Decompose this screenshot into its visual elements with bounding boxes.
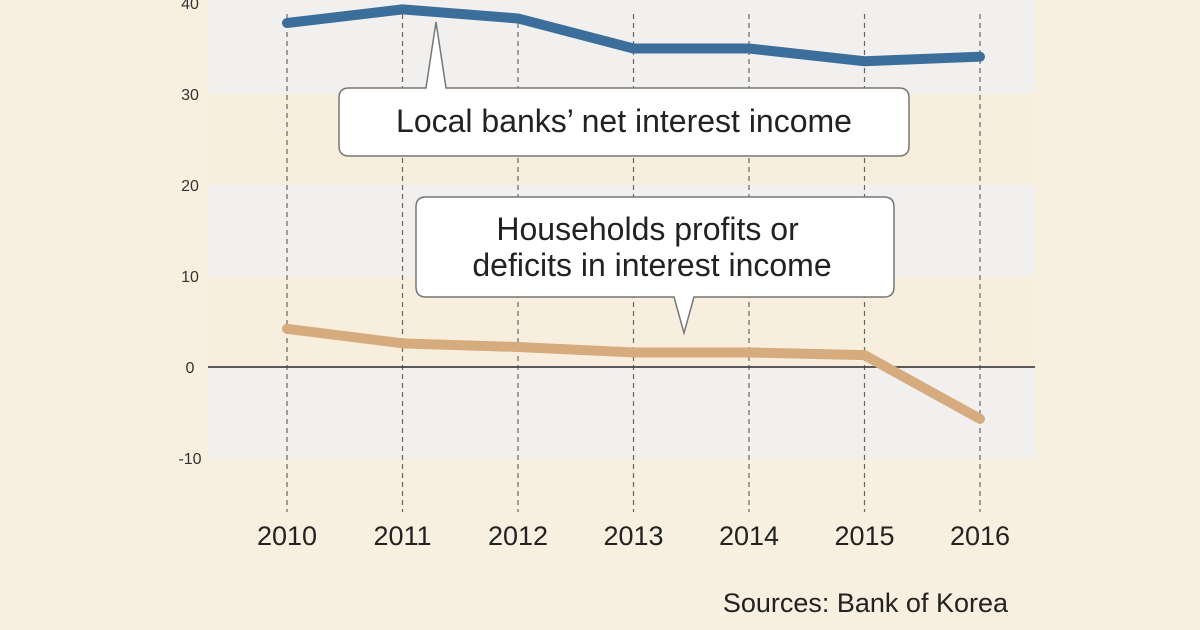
callout-households-line-1: Households profits or xyxy=(496,211,799,247)
y-tick-label: 30 xyxy=(181,87,199,104)
callout-households: Households profits or deficits in intere… xyxy=(415,196,895,336)
callout-banks-bubble xyxy=(338,21,910,157)
x-tick-label: 2014 xyxy=(719,521,779,551)
y-tick-label: -10 xyxy=(178,451,201,468)
x-tick-label: 2015 xyxy=(834,521,894,551)
callout-households-label: Households profits or deficits in intere… xyxy=(472,211,831,283)
x-tick-label: 2012 xyxy=(488,521,548,551)
x-tick-label: 2016 xyxy=(950,521,1010,551)
band-top-extension xyxy=(208,0,1035,3)
x-axis: 2010 2011 2012 2013 2014 2015 2016 xyxy=(257,521,1010,551)
y-axis: 40 30 20 10 0 -10 xyxy=(178,0,201,468)
x-tick-label: 2011 xyxy=(373,521,431,551)
y-tick-label: 0 xyxy=(186,360,195,377)
x-tick-label: 2010 xyxy=(257,521,317,551)
callout-households-bubble xyxy=(415,196,895,336)
series-lines xyxy=(282,4,985,424)
series-line-0 xyxy=(282,4,985,67)
source-note: Sources: Bank of Korea xyxy=(723,588,1009,618)
callout-banks-label: Local banks’ net interest income xyxy=(396,103,852,139)
y-tick-label: 20 xyxy=(181,178,199,195)
callout-banks: Local banks’ net interest income xyxy=(338,21,910,157)
y-tick-label: 10 xyxy=(181,269,199,286)
band-4 xyxy=(208,367,1035,458)
callout-households-line-2: deficits in interest income xyxy=(472,247,831,283)
x-tick-label: 2013 xyxy=(603,521,663,551)
y-tick-label: 40 xyxy=(181,0,199,13)
series-line-1 xyxy=(282,323,985,424)
